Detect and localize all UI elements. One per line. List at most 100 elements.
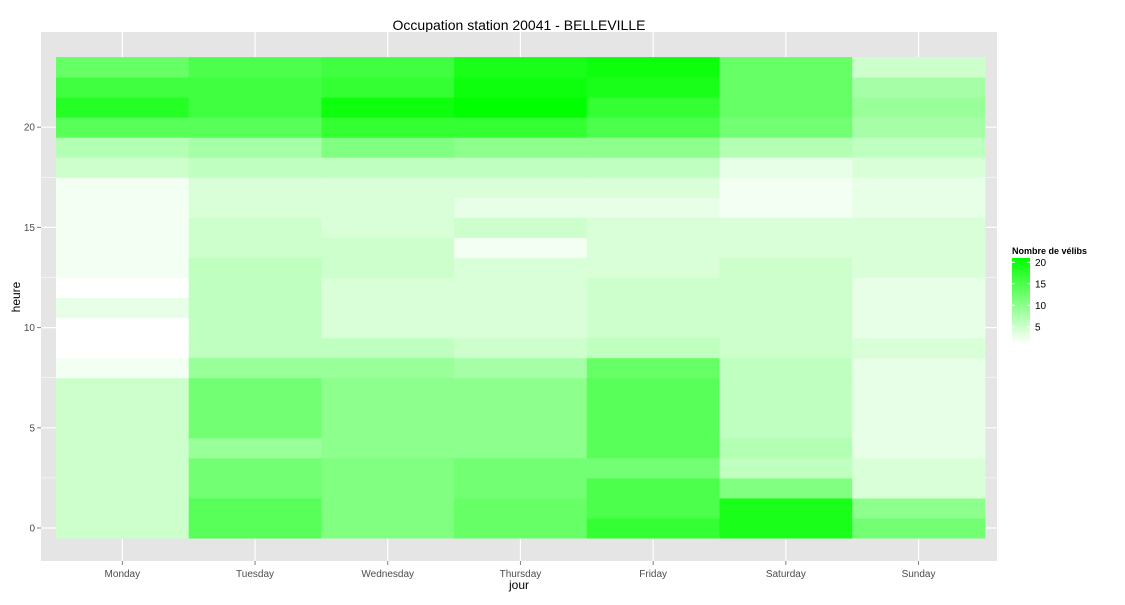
y-tick-label: 5	[29, 423, 35, 434]
heatmap-cell	[56, 217, 190, 238]
heatmap-cell	[56, 357, 190, 379]
heatmap-cell	[454, 497, 588, 519]
heatmap-cell	[852, 497, 986, 519]
heatmap-cell	[586, 217, 720, 238]
heatmap-cell	[852, 77, 986, 98]
y-tick-label: 0	[29, 524, 35, 535]
heatmap-cell	[454, 297, 588, 319]
heatmap-cell	[719, 97, 853, 118]
heatmap-cell	[719, 197, 853, 218]
axes: 0 5 10 15 20 Monday Tuesday Wednesday Thursday Fr…	[24, 123, 936, 580]
heatmap-cell	[454, 157, 588, 178]
heatmap-cell	[56, 117, 190, 138]
legend-title: Nombre de vélibs	[1012, 246, 1087, 256]
heatmap-cell	[321, 217, 455, 238]
heatmap-cell	[719, 137, 853, 158]
heatmap-cell	[321, 397, 455, 419]
heatmap-cell	[719, 57, 853, 78]
heatmap-cell	[852, 357, 986, 379]
heatmap-cell	[586, 357, 720, 379]
heatmap-cell	[719, 277, 853, 299]
heatmap-cell	[586, 437, 720, 459]
legend: Nombre de vélibs 5 10 15 20	[1012, 246, 1087, 344]
heatmap-cell	[719, 117, 853, 138]
heatmap-cell	[188, 77, 322, 98]
heatmap-cell	[852, 137, 986, 158]
heatmap-tiles	[56, 57, 986, 539]
x-tick-label: Thursday	[500, 569, 542, 580]
heatmap-cell	[188, 417, 322, 439]
x-axis-label: jour	[508, 578, 529, 592]
x-tick-label: Monday	[105, 569, 141, 580]
heatmap-cell	[586, 197, 720, 218]
heatmap-cell	[321, 57, 455, 78]
heatmap-cell	[188, 317, 322, 339]
heatmap-cell	[188, 397, 322, 419]
heatmap-cell	[454, 337, 588, 359]
heatmap-cell	[188, 377, 322, 399]
heatmap-cell	[586, 417, 720, 439]
heatmap-cell	[852, 417, 986, 439]
x-tick-label: Sunday	[902, 569, 936, 580]
heatmap-cell	[321, 277, 455, 299]
heatmap-cell	[454, 317, 588, 339]
heatmap-cell	[586, 477, 720, 499]
heatmap-cell	[719, 417, 853, 439]
heatmap-cell	[454, 457, 588, 479]
heatmap-cell	[56, 157, 190, 178]
heatmap-cell	[586, 117, 720, 138]
heatmap-cell	[56, 177, 190, 198]
heatmap-cell	[719, 217, 853, 238]
heatmap-cell	[321, 497, 455, 519]
heatmap-cell	[719, 177, 853, 198]
heatmap-cell	[321, 77, 455, 98]
heatmap-cell	[586, 257, 720, 278]
heatmap-cell	[586, 317, 720, 339]
heatmap-cell	[586, 157, 720, 178]
heatmap-cell	[321, 357, 455, 379]
heatmap-cell	[56, 317, 190, 339]
heatmap-cell	[188, 297, 322, 319]
heatmap-cell	[188, 217, 322, 238]
heatmap-cell	[56, 257, 190, 278]
heatmap-cell	[852, 437, 986, 459]
heatmap-cell	[56, 397, 190, 419]
heatmap-cell	[719, 317, 853, 339]
heatmap-cell	[321, 297, 455, 319]
heatmap-cell	[454, 197, 588, 218]
heatmap-cell	[321, 377, 455, 399]
heatmap-cell	[56, 377, 190, 399]
heatmap-cell	[188, 237, 322, 258]
x-tick-label: Friday	[639, 569, 667, 580]
heatmap-cell	[454, 277, 588, 299]
x-tick-label: Saturday	[766, 569, 806, 580]
legend-tick-label: 10	[1035, 301, 1047, 312]
heatmap-cell	[56, 57, 190, 78]
chart-title: Occupation station 20041 - BELLEVILLE	[393, 17, 646, 33]
heatmap-cell	[454, 57, 588, 78]
heatmap-cell	[188, 437, 322, 459]
heatmap-cell	[719, 337, 853, 359]
heatmap-cell	[321, 437, 455, 459]
heatmap-cell	[321, 417, 455, 439]
heatmap-cell	[852, 237, 986, 258]
heatmap-cell	[56, 337, 190, 359]
heatmap-cell	[454, 477, 588, 499]
heatmap-cell	[586, 177, 720, 198]
heatmap-cell	[56, 477, 190, 499]
heatmap-cell	[454, 97, 588, 118]
heatmap-cell	[719, 157, 853, 178]
heatmap-cell	[852, 277, 986, 299]
heatmap-cell	[188, 457, 322, 479]
legend-tick-label: 20	[1035, 258, 1047, 269]
heatmap-cell	[188, 97, 322, 118]
heatmap-cell	[852, 97, 986, 118]
heatmap-cell	[586, 97, 720, 118]
heatmap-cell	[321, 157, 455, 178]
heatmap-cell	[56, 297, 190, 319]
heatmap-cell	[454, 517, 588, 539]
heatmap-cell	[321, 257, 455, 278]
heatmap-cell	[719, 77, 853, 98]
heatmap-cell	[852, 177, 986, 198]
